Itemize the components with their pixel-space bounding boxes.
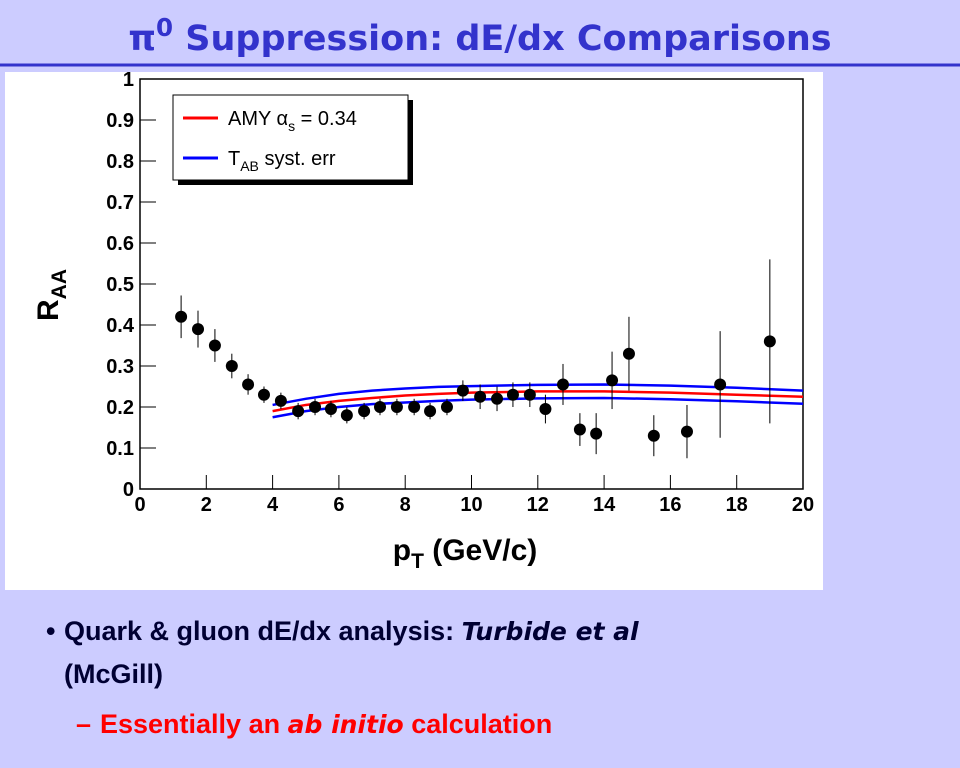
chart-background bbox=[5, 72, 823, 590]
x-tick-label: 2 bbox=[201, 494, 212, 516]
data-point bbox=[358, 405, 371, 418]
bullet-text: Quark & gluon dE/dx analysis: bbox=[64, 616, 462, 646]
text-part: π bbox=[128, 19, 156, 59]
data-point bbox=[474, 390, 487, 403]
shifted-text: AB bbox=[240, 158, 259, 174]
data-point bbox=[225, 360, 238, 372]
data-point bbox=[408, 401, 421, 413]
x-tick-label: 0 bbox=[134, 494, 145, 516]
data-point bbox=[539, 403, 552, 416]
bullet-text: Essentially an bbox=[100, 709, 288, 739]
data-point bbox=[647, 429, 660, 442]
data-point bbox=[523, 388, 536, 401]
text-part: Suppression: dE/dx Comparisons bbox=[173, 19, 832, 59]
x-tick-label: 6 bbox=[333, 494, 344, 516]
legend-label: AMY αs = 0.34 bbox=[228, 108, 357, 134]
data-point bbox=[573, 423, 586, 436]
text-part: p bbox=[393, 534, 411, 567]
y-axis-label: RAA bbox=[32, 269, 71, 321]
shifted-text: 0 bbox=[156, 13, 173, 42]
y-tick-label: 0.4 bbox=[106, 315, 135, 337]
data-point bbox=[606, 374, 619, 387]
x-tick-label: 14 bbox=[593, 494, 616, 516]
y-tick-label: 0.9 bbox=[106, 110, 134, 132]
legend-box bbox=[172, 94, 409, 181]
data-point bbox=[456, 384, 469, 397]
y-tick-label: 0.8 bbox=[106, 151, 134, 173]
y-tick-label: 0.2 bbox=[106, 397, 134, 419]
legend-label: TAB syst. err bbox=[228, 148, 336, 174]
text-part: (GeV/c) bbox=[424, 534, 537, 567]
text-part: T bbox=[228, 148, 240, 170]
data-point bbox=[242, 378, 255, 391]
x-tick-label: 10 bbox=[460, 494, 482, 516]
text-part: AMY α bbox=[228, 108, 288, 130]
y-tick-label: 1 bbox=[123, 69, 134, 91]
data-point bbox=[257, 388, 270, 401]
data-point bbox=[590, 427, 603, 440]
shifted-text: AA bbox=[48, 269, 71, 299]
bullet-italic: Turbide et al bbox=[462, 617, 639, 646]
y-tick-label: 0.1 bbox=[106, 438, 134, 460]
bullet-continuation: (McGill) bbox=[64, 659, 163, 689]
data-point bbox=[763, 335, 776, 348]
shifted-text: s bbox=[288, 118, 295, 134]
x-tick-label: 20 bbox=[792, 494, 814, 516]
bullet-italic: ab initio bbox=[288, 710, 404, 739]
shifted-text: T bbox=[411, 550, 424, 573]
data-point bbox=[506, 388, 519, 401]
sub-bullet: Essentially an ab initio calculation bbox=[100, 709, 552, 739]
slide-title: π0 Suppression: dE/dx Comparisons bbox=[128, 13, 831, 59]
data-point bbox=[491, 392, 504, 405]
bullet-text: calculation bbox=[404, 709, 553, 739]
data-point bbox=[340, 409, 353, 422]
bullet-1: Quark & gluon dE/dx analysis: Turbide et… bbox=[64, 616, 639, 646]
y-tick-label: 0 bbox=[123, 479, 134, 501]
y-tick-label: 0.3 bbox=[106, 356, 134, 378]
x-tick-label: 4 bbox=[267, 494, 279, 516]
bullet-marker: • bbox=[46, 616, 55, 646]
data-point bbox=[175, 310, 188, 323]
x-tick-label: 18 bbox=[726, 494, 748, 516]
data-point bbox=[714, 378, 727, 391]
text-part: R bbox=[32, 299, 65, 321]
x-axis-label: pT (GeV/c) bbox=[393, 534, 538, 573]
data-point bbox=[274, 394, 287, 407]
data-point bbox=[192, 323, 205, 336]
data-point bbox=[680, 425, 693, 438]
text-part: syst. err bbox=[259, 148, 336, 170]
y-tick-label: 0.5 bbox=[106, 274, 134, 296]
x-tick-label: 16 bbox=[659, 494, 681, 516]
model-line bbox=[272, 390, 804, 413]
data-point bbox=[374, 401, 387, 413]
sub-bullet-marker: – bbox=[76, 709, 91, 739]
data-point bbox=[309, 401, 322, 413]
x-tick-label: 8 bbox=[400, 494, 411, 516]
y-tick-label: 0.7 bbox=[106, 192, 134, 214]
data-point bbox=[390, 401, 403, 413]
y-tick-label: 0.6 bbox=[106, 233, 134, 255]
data-point bbox=[622, 347, 635, 360]
data-point bbox=[292, 405, 305, 418]
data-point bbox=[208, 339, 221, 352]
data-point bbox=[440, 401, 453, 413]
data-point bbox=[324, 403, 337, 416]
data-point bbox=[424, 405, 437, 418]
x-tick-label: 12 bbox=[527, 494, 549, 516]
data-point bbox=[556, 378, 569, 391]
model-line bbox=[272, 383, 804, 407]
text-part: = 0.34 bbox=[295, 108, 357, 130]
plot-frame bbox=[139, 78, 804, 490]
